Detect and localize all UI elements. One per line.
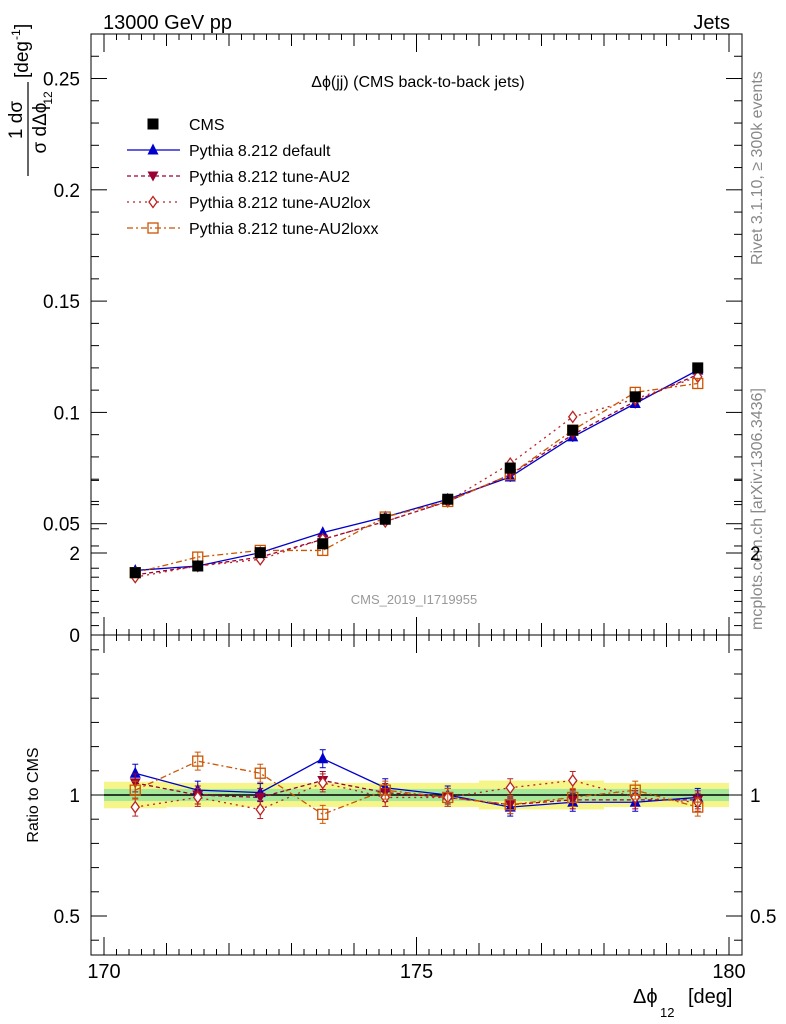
ylabel-frac-num: 1 dσ [6, 101, 27, 139]
main-series-markers [129, 362, 704, 584]
legend: CMS Pythia 8.212 default Pythia 8.212 tune… [127, 117, 378, 238]
main-ytick-label: 0 [69, 626, 80, 647]
xlabel-main: Δϕ [633, 986, 658, 1008]
series-point-2 [567, 410, 578, 424]
ratio-point-3 [129, 784, 141, 796]
ratio-point-3 [567, 791, 579, 804]
data-point [317, 538, 329, 550]
xlabel-unit: [deg] [688, 986, 732, 1008]
ratio-point-3 [317, 808, 329, 821]
ratio-ytick-label-right: 1 [750, 786, 761, 807]
ratio-point-0 [317, 752, 329, 764]
header-right: Jets [693, 12, 730, 34]
header-left: 13000 GeV pp [103, 12, 232, 34]
ratio-point-2 [567, 773, 578, 788]
ratio-line-3 [134, 760, 698, 816]
legend-label-2: Pythia 8.212 tune-AU2lox [189, 195, 370, 212]
legend-marker-data [147, 118, 159, 130]
data-point [254, 547, 266, 559]
x-tick-label: 175 [400, 961, 433, 983]
ratio-point-0 [129, 766, 141, 778]
main-series-lines [135, 369, 699, 578]
legend-label-data: CMS [189, 117, 225, 134]
x-tick-label: 180 [712, 961, 745, 983]
main-ylabel: 1 dσ σ dΔϕ 12 [deg -1 ] [6, 24, 55, 176]
ratio-line-2 [135, 779, 698, 811]
data-point [442, 493, 454, 505]
x-axis-label: Δϕ 12 [deg] [633, 986, 732, 1020]
ratio-ytick-label: 0.5 [54, 907, 80, 928]
analysis-label: CMS_2019_I1719955 [351, 592, 478, 607]
ratio-ytick-label: 1 [69, 786, 80, 807]
legend-label-1: Pythia 8.212 tune-AU2 [189, 169, 350, 186]
x-tick-label: 170 [87, 961, 120, 983]
ratio-series-markers [129, 749, 704, 824]
ylabel-frac-sub: 12 [41, 91, 55, 105]
data-point [629, 391, 641, 403]
x-tick-labels: 170 175 180 [87, 961, 745, 983]
ratio-ylabel: Ratio to CMS [25, 747, 42, 842]
legend-marker-3 [147, 222, 159, 234]
ratio-point-3 [629, 784, 641, 796]
legend-marker-0 [147, 143, 159, 155]
main-ytick-label: 0.25 [43, 70, 80, 91]
ratio-line-0 [135, 757, 698, 808]
legend-label-0: Pythia 8.212 default [189, 143, 331, 160]
ratio-ytick-label: 2 [69, 544, 80, 565]
data-point [567, 424, 579, 436]
xlabel-sub: 12 [660, 1005, 674, 1020]
data-point [504, 462, 516, 474]
rivet-label: Rivet 3.1.10, ≥ 300k events [749, 71, 766, 265]
ratio-point-3 [254, 767, 266, 779]
main-ytick-label: 0.2 [54, 181, 80, 202]
ratio-point-3 [692, 801, 704, 813]
main-ytick-label: 0.15 [43, 292, 80, 313]
legend-label-3: Pythia 8.212 tune-AU2loxx [189, 221, 378, 238]
ylabel-sup: -1 [9, 29, 23, 40]
ratio-point-3 [504, 799, 516, 811]
ratio-panel: 0.5 0.5 1 1 2 2 Ratio to CMS [25, 479, 776, 956]
ratio-point-2 [505, 781, 516, 795]
ratio-point-2 [192, 790, 203, 805]
ratio-point-3 [442, 791, 454, 804]
ratio-axis-ticks: 0.5 0.5 1 1 2 2 [54, 479, 776, 955]
series-line-3 [135, 382, 698, 574]
ratio-point-2 [130, 800, 141, 814]
ylabel-frac-den: σ dΔϕ [30, 103, 51, 154]
data-point [692, 362, 704, 374]
legend-marker-1 [147, 171, 159, 182]
series-line-0 [135, 369, 699, 572]
ratio-line-1 [135, 779, 698, 806]
mcplots-label: mcplots.cern.ch [arXiv:1306.3436] [749, 388, 766, 630]
main-panel: 0 0.05 0.1 0.15 0.2 0.25 Δϕ(jj) (CMS back-to-… [6, 24, 743, 647]
main-axis-ticks: 0 0.05 0.1 0.15 0.2 0.25 [43, 33, 742, 647]
ylabel-close: ] [12, 24, 33, 29]
ratio-point-1 [254, 792, 266, 803]
series-point-3 [692, 377, 704, 390]
data-point [192, 560, 204, 572]
main-ytick-label: 0.05 [43, 515, 80, 536]
chart-title: Δϕ(jj) (CMS back-to-back jets) [311, 74, 524, 91]
ylabel-main: [deg [12, 41, 33, 78]
series-line-2 [135, 376, 698, 578]
main-ytick-label: 0.1 [54, 403, 80, 424]
series-point-0 [317, 526, 329, 538]
ratio-ytick-label-right: 0.5 [750, 907, 776, 928]
ratio-point-2 [255, 802, 266, 817]
ratio-series-lines [134, 757, 698, 816]
data-point [129, 567, 141, 579]
ratio-ytick-label-right: 2 [750, 544, 761, 565]
legend-marker-2 [148, 195, 158, 209]
ratio-point-3 [192, 755, 204, 767]
ratio-point-2 [317, 776, 328, 790]
ratio-point-3 [379, 784, 391, 796]
data-point [379, 513, 391, 525]
